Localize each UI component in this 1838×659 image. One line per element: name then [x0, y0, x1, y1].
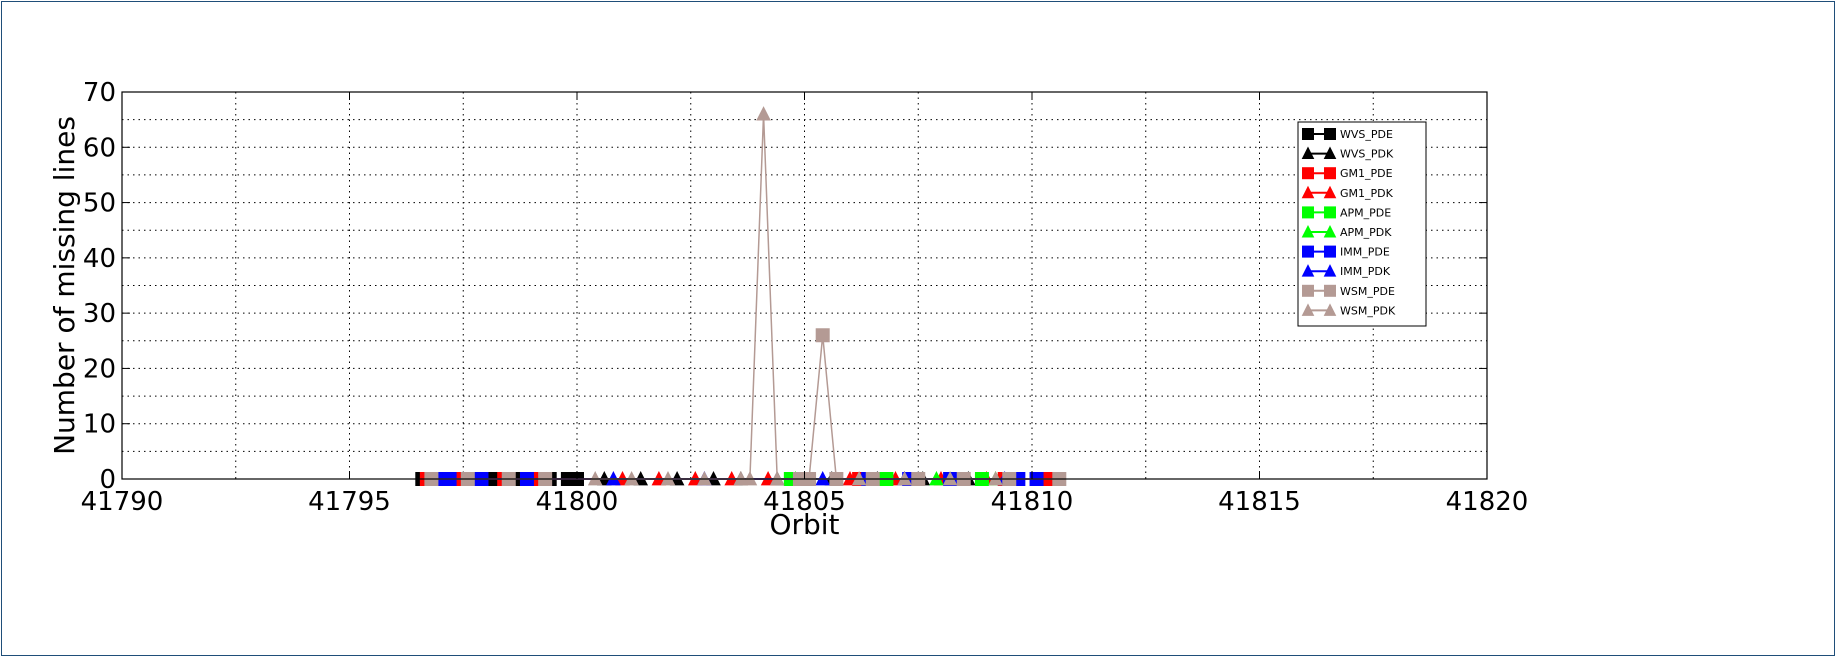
y-tick-label: 20 [83, 354, 116, 384]
x-tick-label: 41805 [763, 487, 846, 517]
y-tick-label: 40 [83, 244, 116, 274]
y-tick-label: 60 [83, 133, 116, 163]
series-line [431, 335, 1060, 480]
legend-marker [1324, 167, 1336, 180]
legend-marker [1301, 185, 1315, 199]
legend-label: WSM_PDE [1340, 285, 1395, 298]
legend-label: GM1_PDE [1340, 167, 1393, 180]
legend: WVS_PDE WVS_PDK GM1_PDE GM1_PDK APM_PDE APM_P… [1297, 121, 1427, 327]
y-tick-label: 70 [83, 78, 116, 108]
series-layer [415, 106, 1067, 486]
series-wsm-pde [424, 328, 1067, 486]
legend-marker [1323, 264, 1337, 277]
legend-marker [1301, 224, 1315, 238]
legend-label: WSM_PDK [1340, 304, 1396, 317]
legend-marker [1302, 128, 1314, 140]
x-tick-label: 41810 [991, 487, 1074, 517]
series-line [595, 114, 996, 480]
legend-item: GM1_PDK [1301, 185, 1394, 200]
legend-marker [1302, 245, 1314, 258]
legend-item: APM_PDE [1302, 206, 1391, 219]
axis-ticks: 41790 41795 41800 41805 41810 41815 41820 0 10 20… [81, 78, 1529, 517]
legend-label: WVS_PDE [1340, 128, 1393, 141]
y-tick-label: 0 [99, 465, 116, 495]
legend-marker [1301, 146, 1315, 160]
legend-box [1297, 121, 1427, 327]
series-wsm-pdk [587, 106, 1003, 486]
legend-label: WVS_PDK [1340, 148, 1394, 161]
legend-item: WSM_PDK [1301, 303, 1396, 317]
data-point [815, 328, 830, 343]
legend-marker [1324, 128, 1336, 140]
legend-marker [1302, 206, 1314, 219]
data-point [756, 106, 771, 121]
x-axis-label: Orbit [769, 508, 839, 541]
legend-marker [1324, 245, 1336, 258]
x-tick-label: 41800 [536, 487, 619, 517]
legend-item: APM_PDK [1301, 224, 1392, 239]
legend-item: WVS_PDK [1301, 146, 1394, 161]
y-tick-label: 10 [83, 410, 116, 440]
legend-label: IMM_PDK [1340, 265, 1391, 278]
legend-marker [1302, 284, 1314, 297]
legend-marker [1301, 264, 1315, 277]
legend-label: APM_PDE [1340, 206, 1391, 219]
legend-label: IMM_PDE [1340, 246, 1390, 259]
legend-marker [1323, 303, 1337, 316]
x-tick-label: 41790 [81, 487, 164, 517]
legend-marker [1324, 284, 1336, 297]
legend-item: IMM_PDE [1302, 245, 1390, 259]
grid-lines [122, 92, 1487, 479]
legend-marker [1323, 185, 1337, 199]
legend-label: GM1_PDK [1340, 187, 1394, 200]
x-tick-label: 41820 [1446, 487, 1529, 517]
legend-item: GM1_PDE [1302, 167, 1393, 180]
legend-marker [1301, 303, 1315, 316]
legend-marker [1302, 167, 1314, 180]
y-tick-label: 30 [83, 299, 116, 329]
x-tick-label: 41815 [1218, 487, 1301, 517]
legend-item: WVS_PDE [1302, 128, 1393, 141]
legend-marker [1323, 146, 1337, 160]
legend-item: IMM_PDK [1301, 264, 1391, 278]
legend-marker [1323, 224, 1337, 238]
y-tick-label: 50 [83, 189, 116, 219]
x-tick-label: 41795 [308, 487, 391, 517]
legend-marker [1324, 206, 1336, 219]
y-axis-label: Number of missing lines [48, 116, 81, 455]
legend-item: WSM_PDE [1302, 284, 1395, 298]
legend-label: APM_PDK [1340, 226, 1392, 239]
